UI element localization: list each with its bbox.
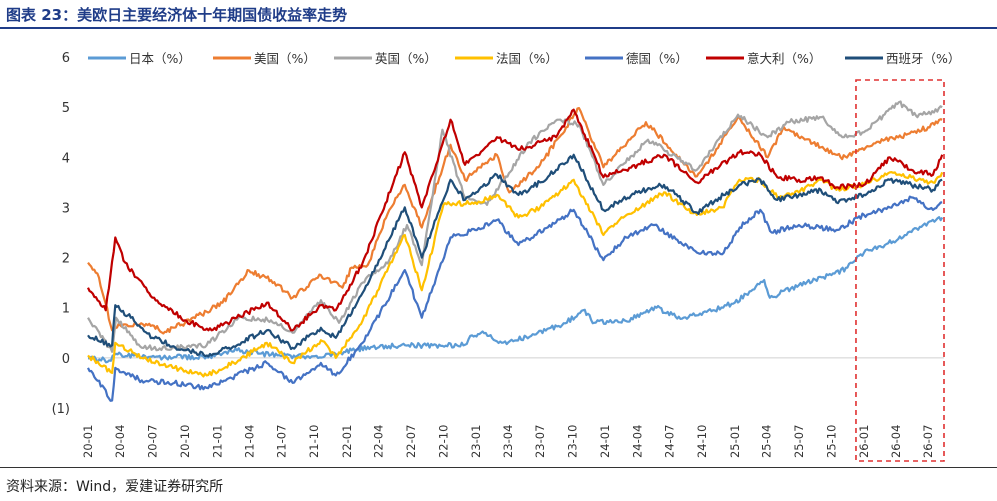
series-line: [87, 108, 944, 332]
x-tick-label: 20-10: [178, 425, 192, 458]
x-tick-label: 22-01: [340, 425, 354, 458]
x-tick-label: 21-10: [307, 425, 321, 458]
x-tick-label: 21-04: [242, 425, 256, 458]
x-tick-label: 20-04: [113, 425, 127, 458]
x-tick-label: 23-07: [533, 425, 547, 458]
legend-label: 美国（%）: [254, 51, 316, 66]
y-tick-label: 4: [62, 151, 70, 166]
source-note: 资料来源：Wind，爱建证券研究所: [6, 479, 224, 495]
x-tick-label: 25-04: [760, 425, 774, 458]
y-tick-label: 1: [62, 302, 70, 317]
x-axis: 20-01 20-04 20-07 20-10 21-01 21-04 21-07 21-10…: [81, 425, 935, 458]
legend-label: 德国（%）: [626, 51, 688, 66]
x-tick-label: 23-01: [469, 425, 483, 458]
x-tick-label: 22-04: [372, 425, 386, 458]
legend-label: 日本（%）: [129, 51, 191, 66]
series-line: [87, 153, 943, 358]
highlight-box: [855, 79, 945, 462]
x-tick-label: 23-10: [566, 425, 580, 458]
x-tick-label: 20-01: [81, 425, 95, 458]
legend-label: 法国（%）: [496, 51, 558, 66]
legend-label: 西班牙（%）: [886, 51, 960, 66]
series-line: [87, 107, 943, 335]
x-tick-label: 26-01: [857, 425, 871, 458]
y-tick-label: 0: [62, 352, 70, 367]
x-tick-label: 22-07: [404, 425, 418, 458]
x-tick-label: 25-07: [792, 425, 806, 458]
line-chart: 日本（%） 美国（%） 英国（%） 法国（%） 德国（%） 意大利（%） 西班牙（%） (1…: [52, 51, 960, 462]
x-tick-label: 25-01: [728, 425, 742, 458]
x-tick-label: 24-10: [695, 425, 709, 458]
y-axis: (1) 0 1 2 3 4 5 6: [52, 51, 70, 417]
y-tick-label: 2: [62, 252, 70, 267]
x-tick-label: 21-07: [275, 425, 289, 458]
series-layer: [87, 100, 944, 402]
x-tick-label: 24-01: [598, 425, 612, 458]
legend-label: 意大利（%）: [747, 51, 821, 66]
chart-title: 图表 23：美欧日主要经济体十年期国债收益率走势: [6, 6, 348, 24]
series-line: [87, 216, 944, 364]
x-tick-label: 23-04: [501, 425, 515, 458]
chart-legend: 日本（%） 美国（%） 英国（%） 法国（%） 德国（%） 意大利（%） 西班牙（%）: [88, 51, 960, 66]
footer-divider: [0, 467, 997, 468]
y-tick-label: 5: [62, 101, 70, 116]
x-tick-label: 22-10: [436, 425, 450, 458]
series-line: [87, 171, 944, 378]
y-tick-label: 6: [62, 51, 70, 66]
x-tick-label: 21-01: [211, 425, 225, 458]
legend-label: 英国（%）: [375, 51, 437, 66]
x-tick-label: 24-04: [630, 425, 644, 458]
series-line: [87, 100, 943, 353]
x-tick-label: 26-04: [889, 425, 903, 458]
x-tick-label: 20-07: [145, 425, 159, 458]
title-divider: [0, 27, 997, 29]
y-tick-label: 3: [62, 201, 70, 216]
x-tick-label: 24-07: [663, 425, 677, 458]
x-tick-label: 25-10: [824, 425, 838, 458]
x-tick-label: 26-07: [921, 425, 935, 458]
series-line: [87, 195, 943, 402]
y-tick-label: (1): [52, 402, 70, 417]
